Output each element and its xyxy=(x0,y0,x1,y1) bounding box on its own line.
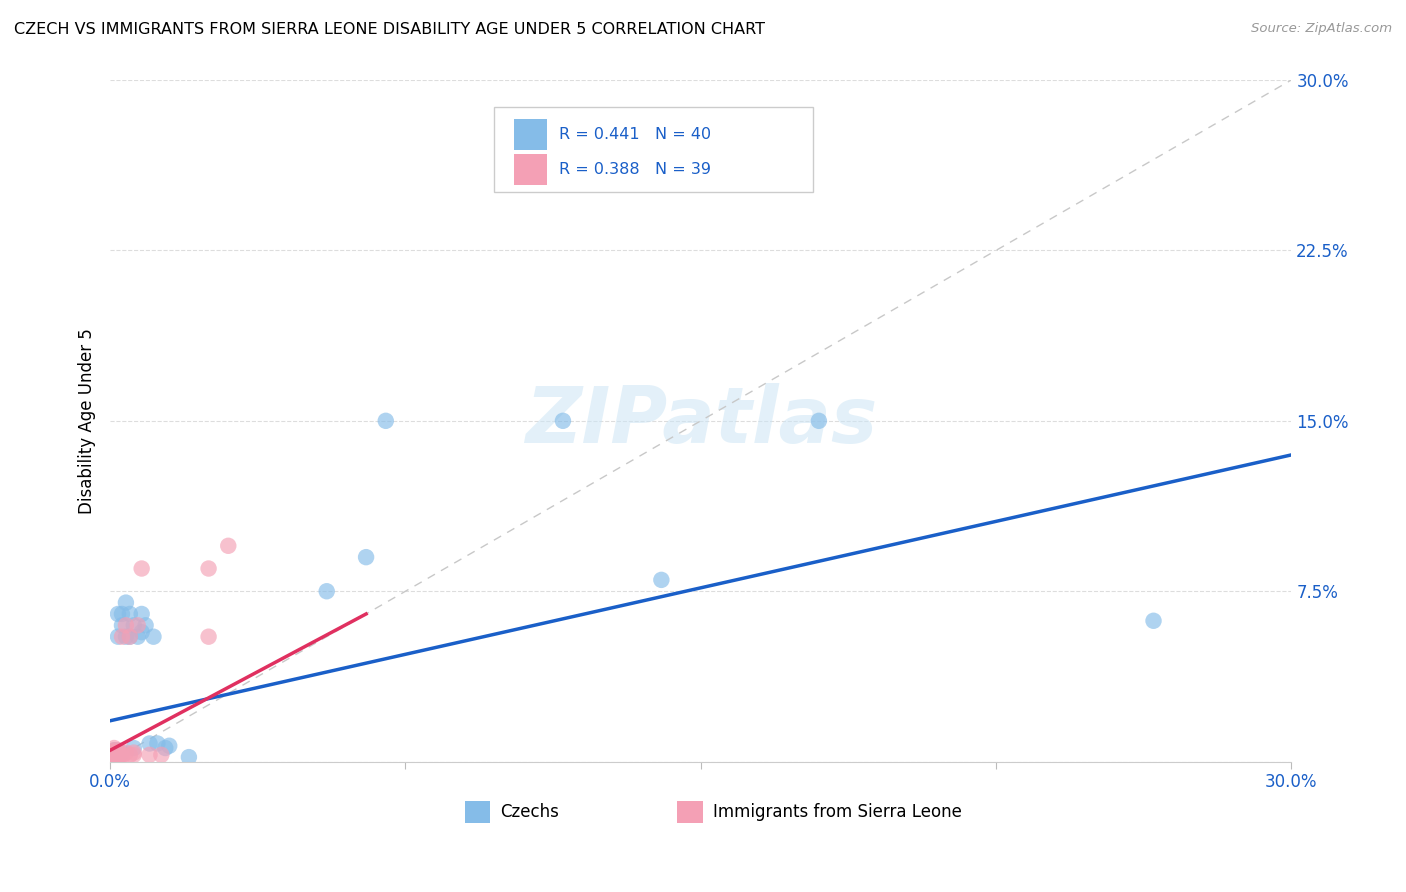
Point xyxy=(103,750,125,764)
Text: Source: ZipAtlas.com: Source: ZipAtlas.com xyxy=(1251,22,1392,36)
Point xyxy=(138,737,160,751)
Text: R = 0.388   N = 39: R = 0.388 N = 39 xyxy=(560,162,711,177)
Point xyxy=(101,746,124,760)
Point xyxy=(118,630,141,644)
Point xyxy=(146,737,169,751)
Point xyxy=(197,561,219,575)
Point xyxy=(127,618,149,632)
FancyBboxPatch shape xyxy=(515,119,547,150)
Point xyxy=(100,746,122,760)
Point xyxy=(111,746,134,760)
Point xyxy=(103,750,125,764)
Text: R = 0.441   N = 40: R = 0.441 N = 40 xyxy=(560,127,711,142)
Point xyxy=(115,630,138,644)
Point xyxy=(103,743,125,757)
Point xyxy=(107,630,129,644)
Point xyxy=(103,747,125,762)
Point xyxy=(103,746,125,760)
Point xyxy=(115,746,138,760)
Point xyxy=(315,584,337,599)
Point xyxy=(103,747,125,762)
Point xyxy=(100,752,122,766)
FancyBboxPatch shape xyxy=(678,801,703,823)
Point xyxy=(111,630,134,644)
Point xyxy=(122,747,145,762)
Point xyxy=(107,750,129,764)
Point xyxy=(551,414,574,428)
Point xyxy=(150,747,173,762)
Point xyxy=(122,618,145,632)
Y-axis label: Disability Age Under 5: Disability Age Under 5 xyxy=(79,328,96,514)
Point xyxy=(107,750,129,764)
Point xyxy=(142,630,165,644)
Point xyxy=(131,561,153,575)
Point xyxy=(105,747,128,762)
Point xyxy=(354,550,377,565)
Point xyxy=(107,607,129,621)
Point xyxy=(122,746,145,760)
Point xyxy=(118,607,141,621)
Point xyxy=(103,750,125,764)
Point xyxy=(177,750,200,764)
Point xyxy=(103,746,125,760)
Point xyxy=(107,752,129,766)
Point xyxy=(135,618,157,632)
Point xyxy=(155,741,177,756)
Text: ZIPatlas: ZIPatlas xyxy=(524,383,877,458)
Text: CZECH VS IMMIGRANTS FROM SIERRA LEONE DISABILITY AGE UNDER 5 CORRELATION CHART: CZECH VS IMMIGRANTS FROM SIERRA LEONE DI… xyxy=(14,22,765,37)
Point xyxy=(122,741,145,756)
Point xyxy=(807,414,830,428)
Point xyxy=(101,750,124,764)
Point xyxy=(115,618,138,632)
Point xyxy=(650,573,672,587)
Point xyxy=(197,630,219,644)
Point xyxy=(1142,614,1164,628)
Point xyxy=(105,747,128,762)
Point xyxy=(103,743,125,757)
Point xyxy=(111,750,134,764)
Point xyxy=(105,750,128,764)
Text: Czechs: Czechs xyxy=(501,803,558,822)
Point xyxy=(103,752,125,766)
Point xyxy=(101,747,124,762)
Point xyxy=(138,747,160,762)
Point xyxy=(103,741,125,756)
Point xyxy=(105,743,128,757)
Point xyxy=(103,752,125,766)
Point xyxy=(111,607,134,621)
Point xyxy=(118,747,141,762)
Point xyxy=(157,739,180,753)
Point xyxy=(127,630,149,644)
Text: Immigrants from Sierra Leone: Immigrants from Sierra Leone xyxy=(713,803,962,822)
Point xyxy=(103,747,125,762)
Point xyxy=(101,750,124,764)
Point xyxy=(107,746,129,760)
Point xyxy=(107,747,129,762)
Point xyxy=(111,618,134,632)
Point xyxy=(107,747,129,762)
Point xyxy=(217,539,239,553)
FancyBboxPatch shape xyxy=(464,801,491,823)
Point xyxy=(131,625,153,640)
Point xyxy=(101,746,124,760)
Point xyxy=(101,752,124,766)
FancyBboxPatch shape xyxy=(515,154,547,185)
Point xyxy=(100,747,122,762)
Point xyxy=(131,607,153,621)
Point xyxy=(100,750,122,764)
Point xyxy=(111,747,134,762)
FancyBboxPatch shape xyxy=(494,107,813,193)
Point xyxy=(115,596,138,610)
Point xyxy=(107,743,129,757)
Point xyxy=(118,630,141,644)
Point xyxy=(374,414,396,428)
Point xyxy=(101,747,124,762)
